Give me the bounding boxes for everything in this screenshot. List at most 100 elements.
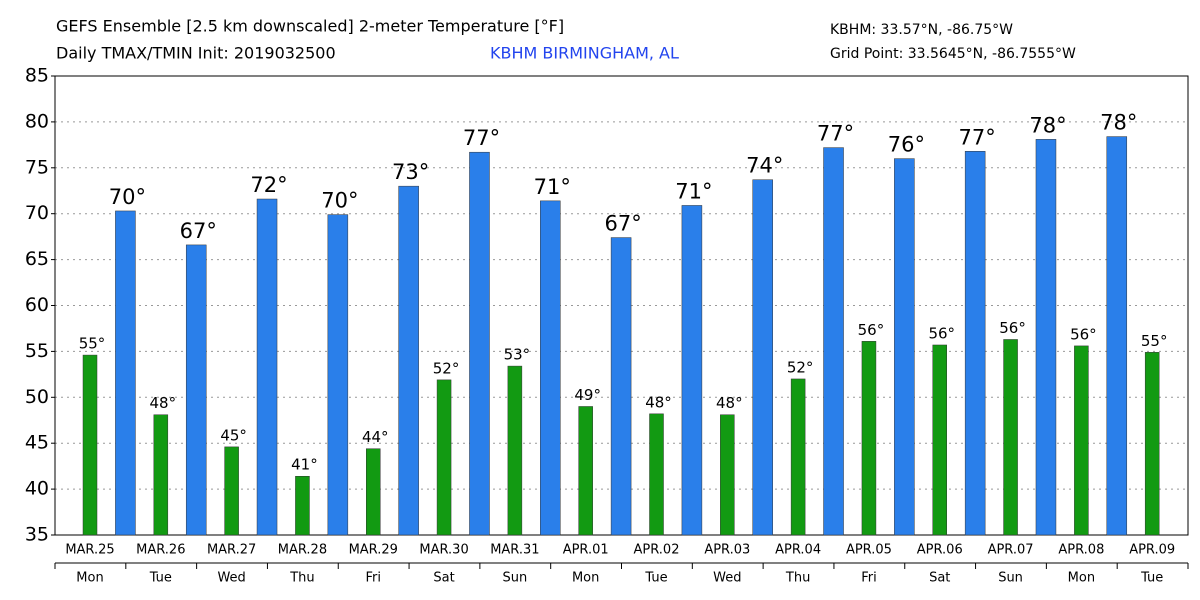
bar [1074, 345, 1089, 536]
x-weekday-label: Mon [1068, 571, 1095, 586]
x-tick-label: MAR.30 [419, 543, 468, 558]
bar [398, 185, 419, 536]
x-weekday-label: Mon [76, 571, 103, 586]
x-weekday-label: Sat [433, 571, 454, 586]
x-weekday-label: Fri [861, 571, 877, 586]
bar [1106, 136, 1128, 536]
x-weekday-label: Wed [713, 571, 741, 586]
data-label: 78° [1029, 113, 1066, 137]
y-tick-label: 40 [25, 478, 49, 500]
data-label: 71° [675, 179, 712, 203]
station: KBHM BIRMINGHAM, AL [490, 44, 679, 63]
data-label: 55° [1141, 332, 1168, 350]
x-tick-label: APR.02 [634, 543, 680, 558]
data-label: 77° [959, 125, 996, 149]
x-tick-label: MAR.27 [207, 543, 256, 558]
chart-subtitle: Daily TMAX/TMIN Init: 2019032500 [56, 44, 336, 63]
bar [115, 210, 136, 536]
bar [790, 378, 806, 536]
x-tick-label: MAR.29 [349, 543, 398, 558]
data-label: 77° [463, 126, 500, 150]
y-tick-label: 45 [25, 432, 49, 454]
bar [649, 413, 664, 536]
data-label: 55° [79, 335, 106, 353]
data-label: 53° [504, 346, 531, 364]
data-label: 44° [362, 428, 389, 446]
x-tick-label: APR.06 [917, 543, 963, 558]
x-weekday-label: Sat [929, 571, 950, 586]
data-label: 56° [999, 319, 1026, 337]
data-label: 76° [888, 133, 925, 157]
bar [540, 200, 561, 536]
x-tick-label: MAR.26 [136, 543, 185, 558]
data-label: 70° [321, 189, 358, 213]
data-label: 70° [109, 185, 146, 209]
bar [256, 198, 278, 536]
bar [1144, 352, 1160, 536]
bar [610, 237, 632, 536]
bar [894, 158, 915, 536]
data-label: 71° [534, 175, 571, 199]
x-weekday-label: Mon [572, 571, 599, 586]
data-label: 56° [928, 324, 955, 342]
x-weekday-label: Sun [503, 571, 528, 586]
x-tick-label: MAR.25 [65, 543, 114, 558]
x-weekday-label: Wed [217, 571, 245, 586]
chart-title: GEFS Ensemble [2.5 km downscaled] 2-mete… [56, 17, 564, 36]
bar [185, 244, 207, 536]
data-label: 78° [1100, 111, 1137, 135]
x-tick-label: APR.04 [775, 543, 821, 558]
x-weekday-label: Thu [785, 571, 810, 586]
data-label: 72° [250, 173, 287, 197]
bar [964, 151, 986, 536]
y-tick-label: 65 [25, 248, 49, 270]
bar [366, 448, 381, 536]
data-label: 45° [220, 426, 247, 444]
bar [82, 354, 98, 536]
data-label: 56° [858, 321, 885, 339]
y-tick-label: 55 [25, 340, 49, 362]
data-label: 48° [150, 394, 177, 412]
bar [469, 151, 490, 536]
x-tick-label: APR.08 [1058, 543, 1104, 558]
bar [861, 341, 877, 536]
grid-point: Grid Point: 33.5645°N, -86.7555°W [830, 46, 1076, 62]
x-weekday-label: Sun [998, 571, 1023, 586]
bar [578, 406, 593, 536]
bar [295, 475, 310, 536]
data-label: 52° [433, 359, 460, 377]
y-tick-label: 60 [25, 294, 49, 316]
bar [932, 344, 947, 536]
bar [823, 147, 844, 536]
bar [1035, 139, 1057, 536]
x-weekday-label: Tue [644, 571, 667, 586]
x-tick-label: APR.05 [846, 543, 892, 558]
y-tick-label: 85 [25, 65, 49, 87]
data-label: 48° [716, 394, 743, 412]
data-label: 52° [787, 358, 814, 376]
station-coords: KBHM: 33.57°N, -86.75°W [830, 22, 1013, 38]
bar [681, 205, 703, 536]
x-weekday-label: Tue [149, 571, 172, 586]
x-tick-label: APR.01 [563, 543, 609, 558]
data-label: 67° [604, 212, 641, 236]
x-tick-label: MAR.28 [278, 543, 327, 558]
y-tick-label: 35 [25, 524, 49, 546]
bar [153, 414, 169, 536]
bar [507, 365, 523, 536]
bar [1003, 339, 1018, 536]
x-weekday-label: Tue [1140, 571, 1163, 586]
x-weekday-label: Thu [289, 571, 314, 586]
data-label: 73° [392, 160, 429, 184]
x-weekday-label: Fri [366, 571, 382, 586]
data-label: 56° [1070, 325, 1097, 343]
y-tick-label: 75 [25, 156, 49, 178]
x-tick-label: MAR.31 [490, 543, 539, 558]
x-tick-label: APR.03 [704, 543, 750, 558]
bar [327, 214, 349, 536]
bar [436, 379, 452, 536]
data-label: 74° [746, 154, 783, 178]
data-label: 41° [291, 456, 318, 474]
bar [224, 446, 239, 536]
